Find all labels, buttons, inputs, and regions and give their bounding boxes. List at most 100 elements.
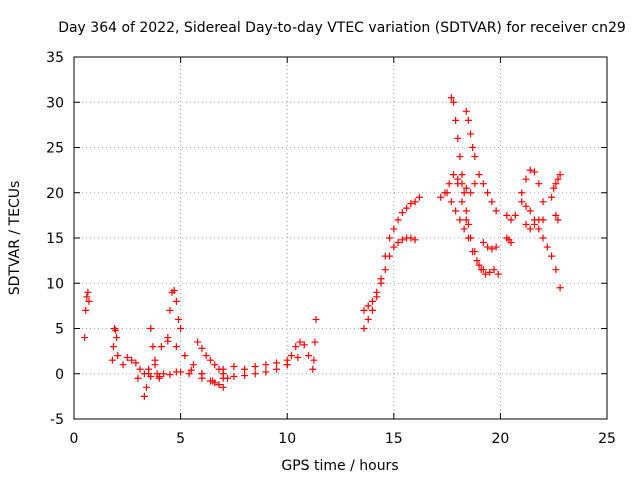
data-point bbox=[490, 266, 498, 274]
data-point bbox=[119, 361, 127, 369]
data-point bbox=[172, 297, 180, 305]
data-point bbox=[262, 361, 270, 369]
axis-ticks: 0 5 10 15 20 25 -5 0 5 10 15 20 25 30 35 bbox=[46, 50, 616, 447]
series-seg-l bbox=[283, 338, 313, 369]
data-point bbox=[111, 325, 119, 332]
data-point bbox=[198, 370, 206, 378]
data-point bbox=[539, 234, 547, 242]
series-seg-w bbox=[479, 180, 500, 215]
data-point bbox=[445, 180, 453, 188]
data-point bbox=[219, 374, 227, 382]
data-point bbox=[407, 234, 415, 242]
data-point bbox=[273, 365, 281, 373]
data-point bbox=[206, 356, 214, 364]
data-point bbox=[390, 225, 398, 233]
data-point bbox=[113, 334, 121, 342]
data-point bbox=[522, 202, 530, 210]
data-point bbox=[531, 220, 539, 228]
y-tick-label: 15 bbox=[46, 231, 64, 247]
data-point bbox=[458, 198, 466, 206]
y-tick-label: 5 bbox=[55, 322, 64, 338]
data-point bbox=[554, 175, 562, 183]
data-point bbox=[479, 180, 487, 188]
data-point bbox=[488, 198, 496, 206]
y-tick-label: 20 bbox=[46, 186, 64, 202]
data-point bbox=[443, 189, 451, 197]
data-point bbox=[394, 216, 402, 224]
grid bbox=[74, 57, 607, 419]
series-seg-p bbox=[447, 94, 472, 228]
data-point bbox=[511, 211, 519, 219]
data-point bbox=[177, 368, 185, 376]
data-point bbox=[273, 359, 281, 367]
data-point bbox=[189, 361, 197, 369]
y-tick-label: 0 bbox=[55, 367, 64, 383]
data-point bbox=[123, 353, 131, 361]
data-point bbox=[230, 372, 238, 380]
data-point bbox=[262, 368, 270, 376]
data-point bbox=[251, 363, 259, 371]
series-seg-b bbox=[108, 325, 122, 364]
series-seg-r bbox=[437, 171, 483, 201]
data-point bbox=[84, 288, 92, 296]
data-point bbox=[151, 356, 159, 364]
data-point bbox=[108, 356, 116, 364]
data-point bbox=[539, 216, 547, 224]
data-point bbox=[149, 343, 157, 351]
data-point bbox=[492, 243, 500, 251]
data-point bbox=[522, 175, 530, 183]
data-point bbox=[174, 315, 182, 323]
data-point bbox=[452, 116, 460, 124]
series-seg-m bbox=[309, 315, 320, 373]
series-seg-d bbox=[140, 325, 163, 400]
data-point bbox=[398, 209, 406, 217]
data-point bbox=[155, 372, 163, 380]
data-point bbox=[548, 193, 556, 201]
data-point bbox=[543, 243, 551, 251]
data-point bbox=[518, 189, 526, 197]
data-point bbox=[114, 352, 122, 360]
data-point bbox=[411, 198, 419, 206]
data-point bbox=[522, 220, 530, 228]
data-point bbox=[550, 184, 558, 192]
chart-title: Day 364 of 2022, Sidereal Day-to-day VTE… bbox=[58, 20, 626, 36]
series-seg-ac bbox=[548, 171, 564, 201]
data-point bbox=[83, 293, 91, 301]
x-tick-label: 20 bbox=[491, 431, 509, 447]
data-point bbox=[287, 352, 295, 360]
data-point bbox=[449, 98, 457, 106]
x-tick-label: 5 bbox=[176, 431, 185, 447]
data-point bbox=[526, 207, 534, 215]
data-point bbox=[170, 286, 178, 294]
y-tick-label: 30 bbox=[46, 95, 64, 111]
data-point bbox=[488, 245, 496, 253]
data-point bbox=[507, 216, 515, 224]
data-point bbox=[454, 180, 462, 188]
y-tick-label: 25 bbox=[46, 141, 64, 157]
data-point bbox=[136, 365, 144, 373]
series-seg-o bbox=[360, 234, 419, 314]
series-seg-ad bbox=[552, 211, 562, 224]
data-point bbox=[166, 306, 174, 314]
data-point bbox=[147, 325, 155, 332]
data-point bbox=[300, 341, 308, 349]
data-point bbox=[296, 338, 304, 346]
series-seg-n bbox=[360, 193, 423, 332]
data-point bbox=[535, 225, 543, 233]
data-point bbox=[552, 180, 560, 188]
data-point bbox=[377, 279, 385, 287]
x-tick-label: 15 bbox=[385, 431, 403, 447]
data-point bbox=[283, 361, 291, 369]
data-point bbox=[215, 381, 223, 389]
data-point bbox=[473, 257, 481, 265]
data-point bbox=[211, 361, 219, 369]
data-point bbox=[503, 211, 511, 219]
data-point bbox=[85, 297, 93, 305]
data-points bbox=[81, 94, 564, 400]
data-point bbox=[467, 234, 475, 242]
data-point bbox=[415, 193, 423, 201]
data-point bbox=[460, 225, 468, 233]
series-seg-e bbox=[164, 286, 185, 342]
data-point bbox=[535, 180, 543, 188]
